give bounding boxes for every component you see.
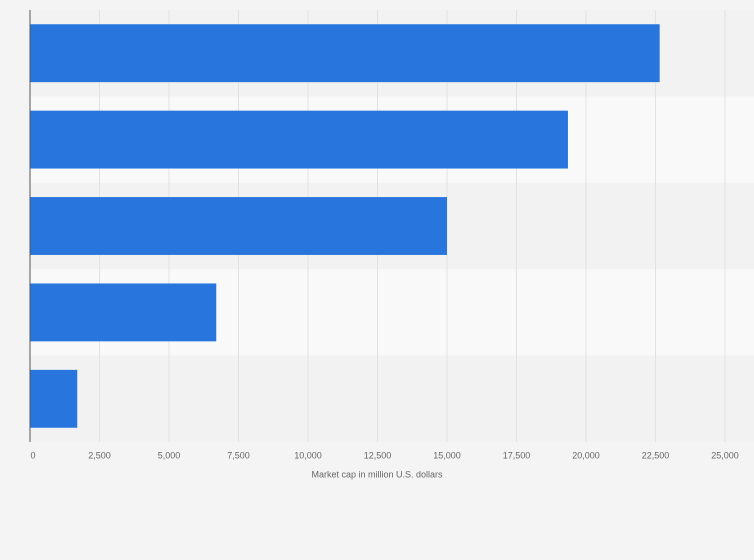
x-tick-label: 5,000 bbox=[158, 450, 181, 460]
x-axis-label: Market cap in million U.S. dollars bbox=[311, 469, 443, 479]
bar bbox=[30, 197, 447, 255]
x-tick-label: 10,000 bbox=[294, 450, 322, 460]
row-band bbox=[30, 355, 754, 442]
x-tick-label: 15,000 bbox=[433, 450, 461, 460]
x-tick-label: 22,500 bbox=[642, 450, 670, 460]
x-tick-label: 20,000 bbox=[572, 450, 600, 460]
bar bbox=[30, 110, 568, 169]
x-tick-label: 2,500 bbox=[88, 450, 111, 460]
bar bbox=[30, 283, 217, 342]
x-tick-label: 12,500 bbox=[364, 450, 392, 460]
x-tick-label: 7,500 bbox=[227, 450, 250, 460]
x-tick-label: 25,000 bbox=[711, 450, 739, 460]
bar bbox=[30, 369, 78, 428]
bar bbox=[30, 24, 660, 83]
x-tick-label: 0 bbox=[30, 450, 35, 460]
x-tick-label: 17,500 bbox=[503, 450, 531, 460]
